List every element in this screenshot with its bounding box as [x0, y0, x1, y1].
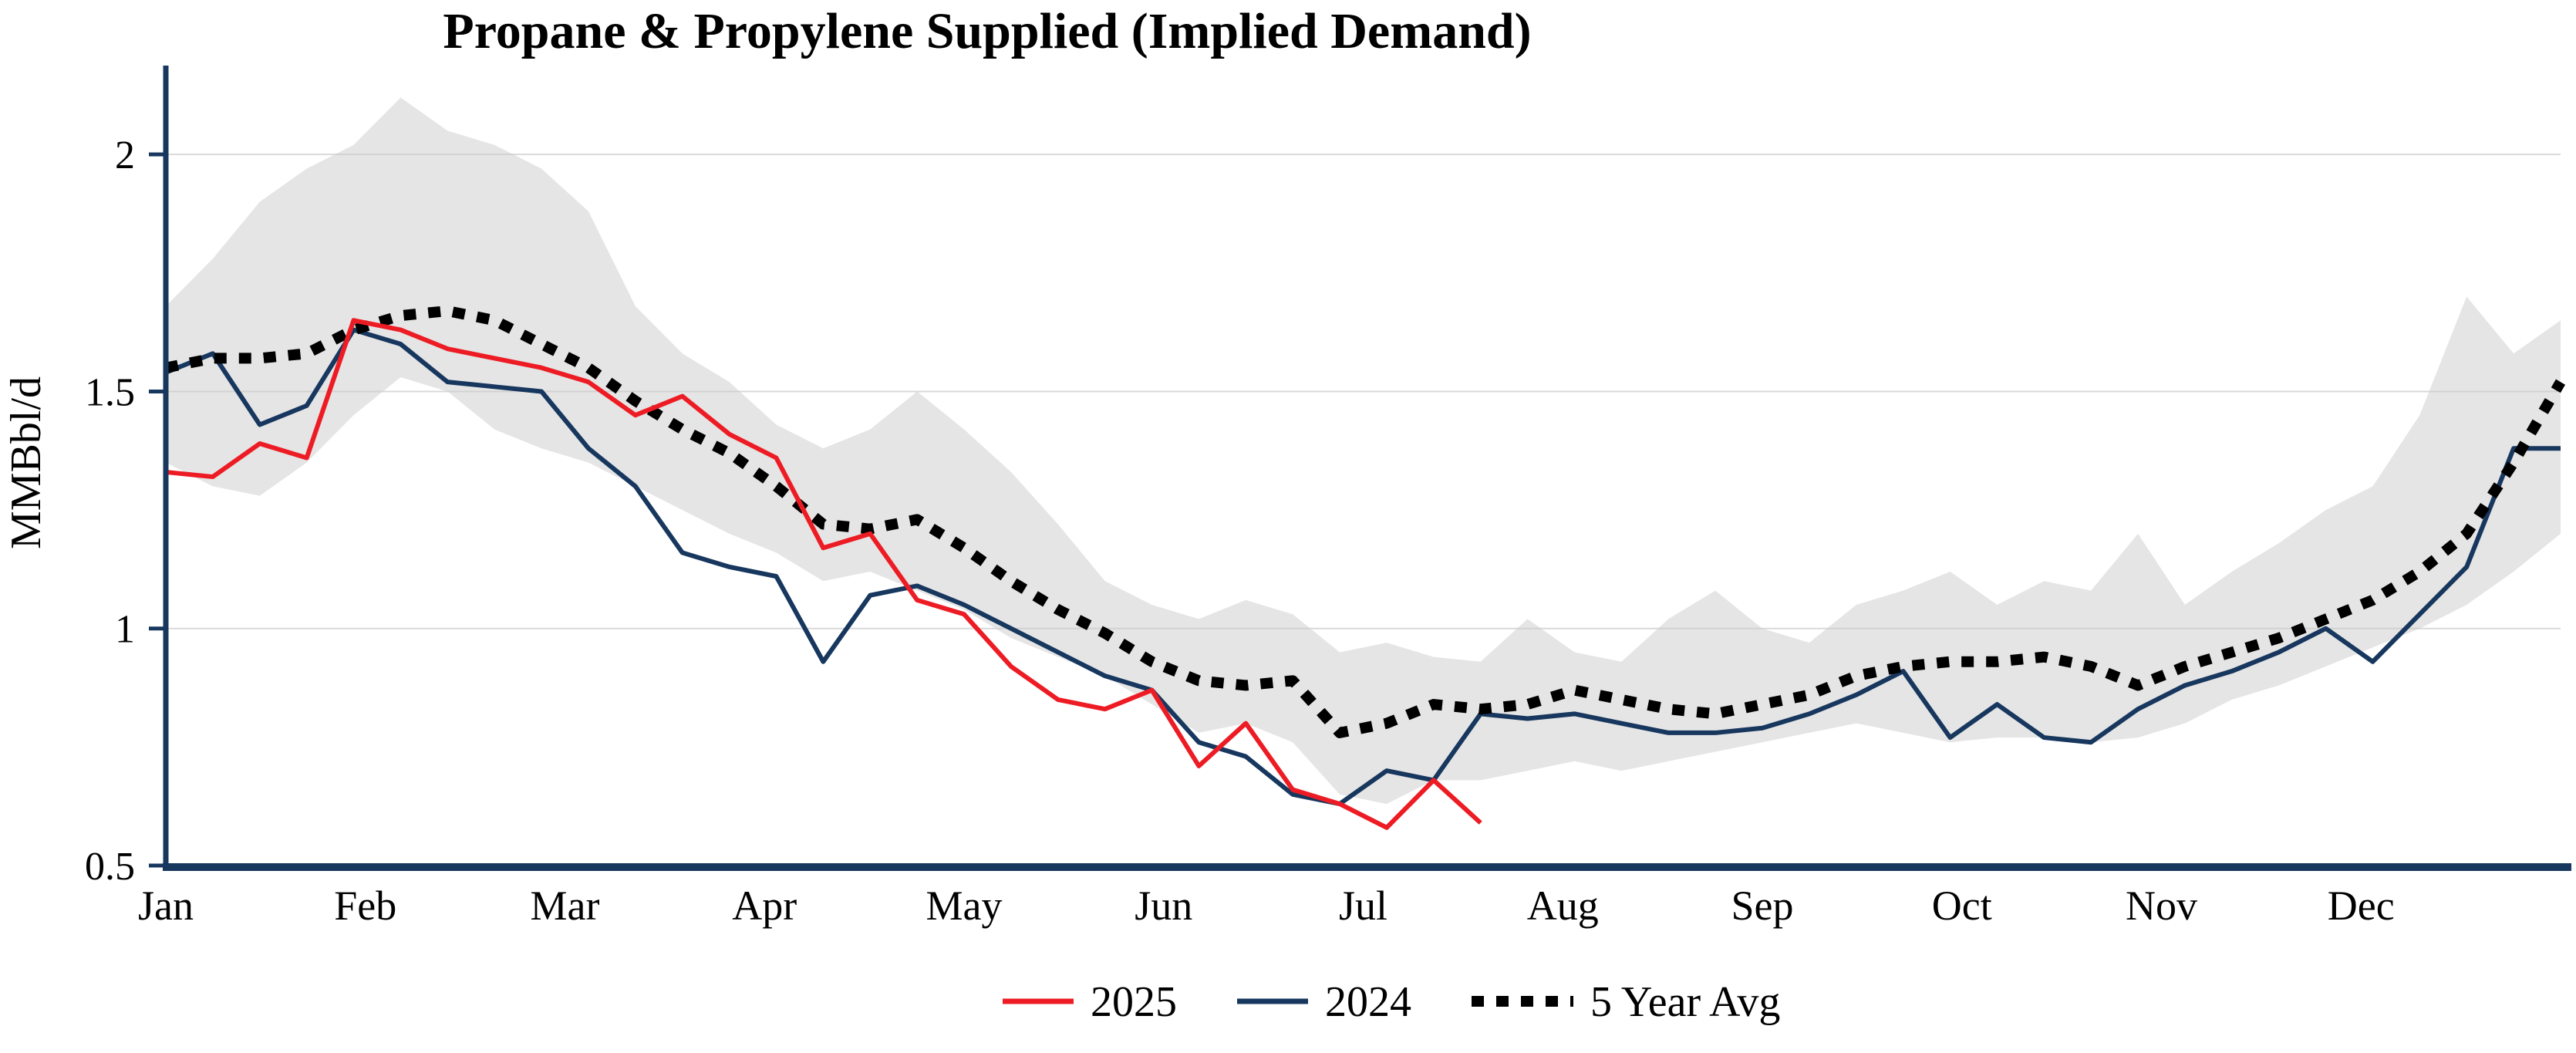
y-tick-label: 1 — [115, 608, 135, 652]
x-month-label: Jul — [1339, 883, 1387, 929]
y-tick-label: 2 — [115, 133, 135, 177]
legend-label-2025: 2025 — [1091, 978, 1177, 1026]
x-month-label: Oct — [1932, 883, 1992, 929]
y-ticks-layer: 0.5 1 1.5 2 — [85, 133, 166, 889]
x-month-label: May — [926, 883, 1003, 929]
y-tick-label: 1.5 — [85, 370, 135, 414]
x-month-label: Nov — [2126, 883, 2197, 929]
x-month-label: Sep — [1731, 883, 1794, 929]
x-month-label: Feb — [334, 883, 396, 929]
series-layer — [164, 305, 2566, 830]
x-month-label: Dec — [2328, 883, 2395, 929]
x-labels-layer: Jan Feb Mar Apr May Jun Jul Aug Sep Oct Nov Dec — [138, 883, 2395, 929]
line-2025 — [165, 318, 1482, 830]
line-2024 — [164, 327, 2561, 807]
five-year-range-layer — [166, 97, 2561, 805]
x-month-label: Apr — [732, 883, 797, 929]
x-month-label: Mar — [531, 883, 600, 929]
x-month-label: Jan — [138, 883, 194, 929]
legend-label-5yr-avg: 5 Year Avg — [1590, 978, 1780, 1026]
legend-label-2024: 2024 — [1325, 978, 1411, 1026]
chart-title: Propane & Propylene Supplied (Implied De… — [443, 3, 1531, 59]
legend: 2025 2024 5 Year Avg — [1003, 978, 1780, 1026]
line-5-year-avg — [164, 305, 2566, 738]
x-month-label: Aug — [1527, 883, 1599, 929]
x-month-label: Jun — [1135, 883, 1192, 929]
five-year-range-band — [166, 97, 2561, 805]
y-tick-label: 0.5 — [85, 845, 135, 889]
y-axis-label: MMBbl/d — [2, 376, 50, 549]
